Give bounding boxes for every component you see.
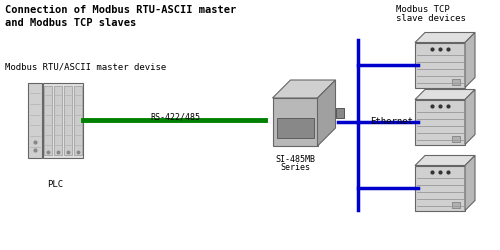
Polygon shape — [415, 42, 465, 88]
FancyBboxPatch shape — [452, 78, 460, 84]
Polygon shape — [465, 32, 475, 88]
Polygon shape — [465, 90, 475, 144]
FancyBboxPatch shape — [276, 118, 314, 138]
FancyBboxPatch shape — [452, 202, 460, 207]
FancyBboxPatch shape — [64, 86, 72, 154]
Polygon shape — [415, 32, 475, 42]
FancyBboxPatch shape — [44, 86, 52, 154]
Text: slave devices: slave devices — [396, 14, 466, 23]
Polygon shape — [415, 156, 475, 166]
Polygon shape — [415, 100, 465, 144]
FancyBboxPatch shape — [42, 82, 82, 158]
Text: Modbus RTU/ASCII master devise: Modbus RTU/ASCII master devise — [5, 62, 166, 71]
Text: Connection of Modbus RTU-ASCII master: Connection of Modbus RTU-ASCII master — [5, 5, 236, 15]
Polygon shape — [318, 80, 336, 146]
Text: Modbus TCP: Modbus TCP — [396, 5, 450, 14]
Text: RS-422/485: RS-422/485 — [150, 112, 200, 121]
Text: SI-485MB: SI-485MB — [275, 155, 315, 164]
Text: PLC: PLC — [47, 180, 63, 189]
FancyBboxPatch shape — [336, 108, 344, 118]
FancyBboxPatch shape — [74, 86, 82, 154]
FancyBboxPatch shape — [28, 82, 42, 158]
FancyBboxPatch shape — [452, 136, 460, 141]
Text: Series: Series — [280, 163, 310, 172]
Polygon shape — [465, 156, 475, 210]
Polygon shape — [272, 80, 336, 98]
FancyBboxPatch shape — [54, 86, 62, 154]
Polygon shape — [415, 166, 465, 210]
Text: Ethernet: Ethernet — [370, 118, 413, 126]
Text: and Modbus TCP slaves: and Modbus TCP slaves — [5, 18, 136, 28]
Polygon shape — [415, 90, 475, 100]
Polygon shape — [272, 98, 318, 146]
